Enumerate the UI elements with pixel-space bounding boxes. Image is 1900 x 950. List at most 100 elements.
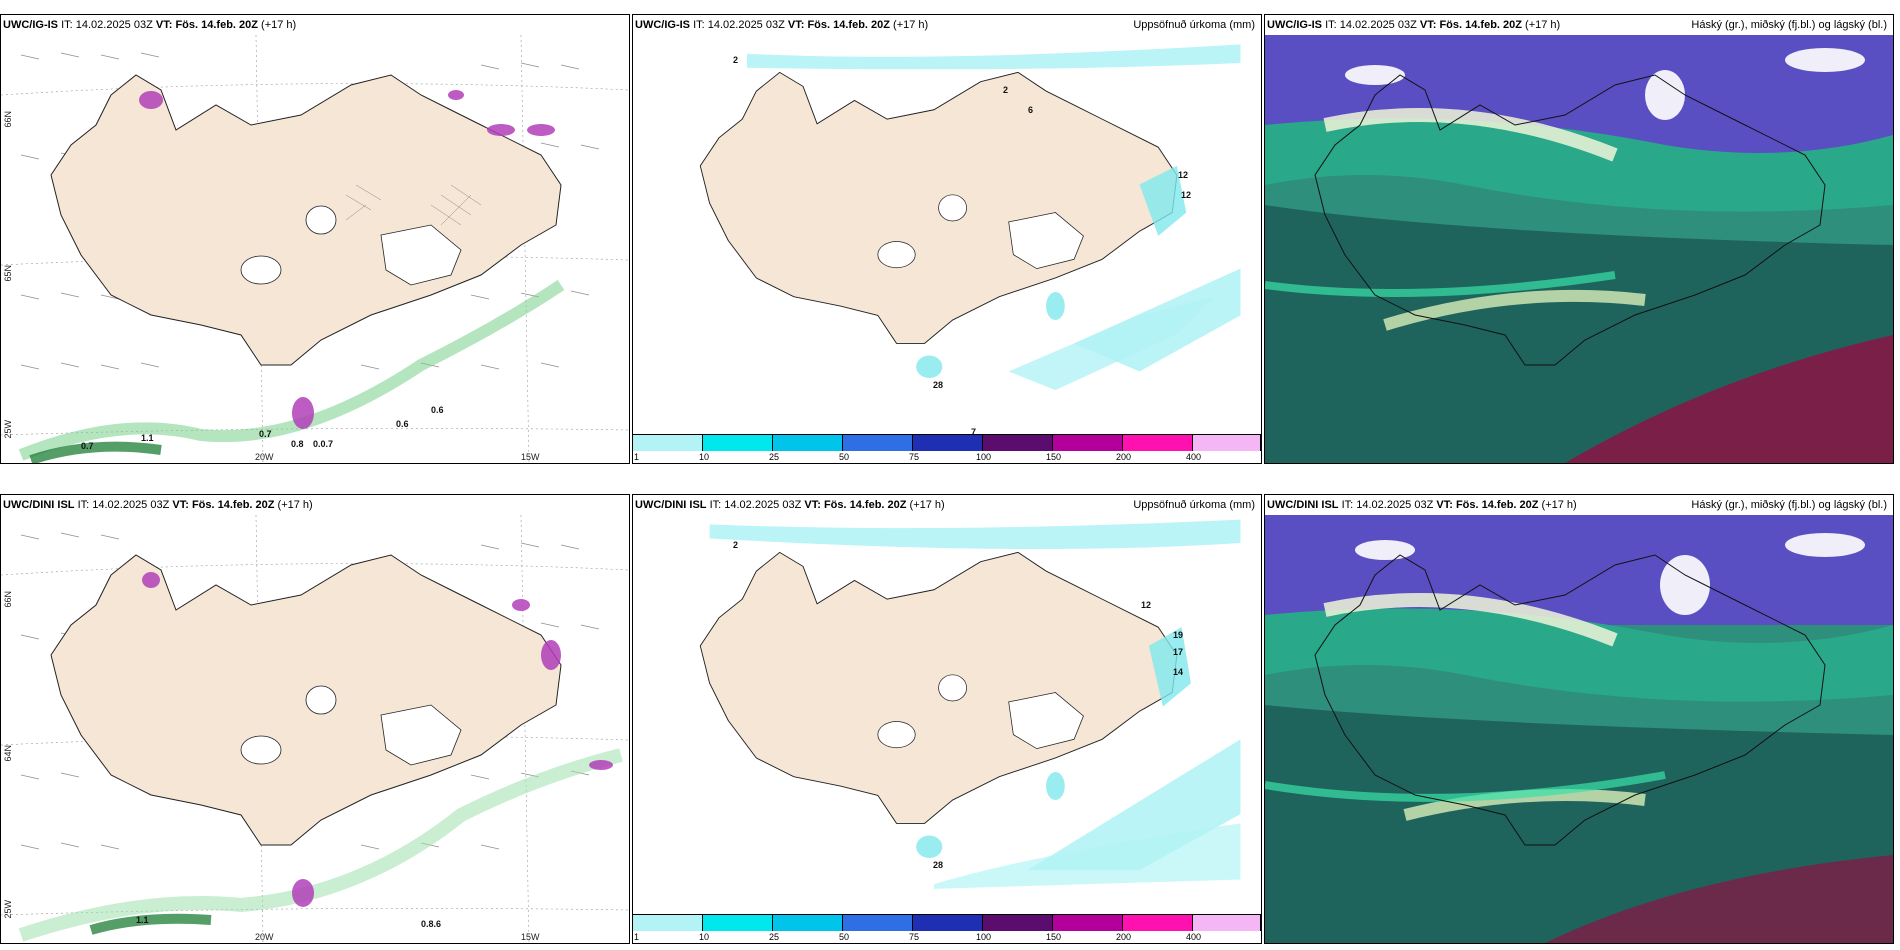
legend-tick: 75	[909, 452, 920, 462]
lon-label: 15W	[521, 932, 540, 942]
legend-swatch	[633, 915, 703, 931]
lead-time: (+17 h)	[261, 19, 297, 31]
init-time: 14.02.2025 03Z	[1356, 499, 1434, 511]
legend-swatch	[1193, 915, 1261, 931]
legend-tick: 200	[1116, 932, 1132, 942]
cloud-map	[1265, 515, 1893, 943]
lat-label: 25W	[3, 900, 13, 919]
wind-value: 0.6	[396, 419, 409, 429]
model-name: UWC/IG-IS	[3, 19, 58, 31]
legend-swatch	[1053, 435, 1123, 451]
legend-tick: 400	[1186, 452, 1202, 462]
precip-value: 7	[971, 427, 977, 437]
legend-tick: 150	[1046, 452, 1062, 462]
lat-label: 66N	[3, 591, 13, 608]
init-time: 14.02.2025 03Z	[75, 19, 153, 31]
legend-tick: 50	[839, 452, 850, 462]
model-name: UWC/DINI ISL	[635, 499, 707, 511]
wind-value: 0.8.6	[421, 919, 442, 929]
valid-time: VT: Fös. 14.feb. 20Z	[1436, 499, 1539, 511]
valid-time: VT: Fös. 14.feb. 20Z	[1419, 19, 1522, 31]
panel-header: UWC/DINI ISL IT: 14.02.2025 03Z VT: Fös.…	[633, 495, 1261, 515]
panel-header: UWC/DINI ISL IT: 14.02.2025 03Z VT: Fös.…	[1, 495, 629, 515]
panel-cloud-dini: UWC/DINI ISL IT: 14.02.2025 03Z VT: Fös.…	[1264, 494, 1894, 944]
precip-value: 28	[933, 860, 944, 870]
wind-map	[1, 35, 629, 463]
precip-value: 6	[1028, 105, 1034, 115]
panel-wind-igis: UWC/IG-IS IT: 14.02.2025 03Z VT: Fös. 14…	[0, 14, 630, 464]
cloud-map	[1265, 35, 1893, 463]
model-name: UWC/IG-IS	[1267, 19, 1322, 31]
legend-tick: 200	[1116, 452, 1132, 462]
legend-swatch	[1193, 435, 1261, 451]
precip-map	[653, 515, 1241, 889]
wind-map	[1, 515, 629, 943]
legend-swatch	[913, 915, 983, 931]
init-time: 14.02.2025 03Z	[1339, 19, 1417, 31]
lat-label: 66N	[3, 111, 13, 128]
legend-swatch	[773, 915, 843, 931]
legend-tick: 25	[769, 452, 780, 462]
legend-tick: 10	[699, 932, 710, 942]
precip-value: 17	[1173, 647, 1184, 657]
lat-label: 25W	[3, 420, 13, 439]
legend-swatch	[1053, 915, 1123, 931]
legend-tick: 50	[839, 932, 850, 942]
legend-swatch	[703, 915, 773, 931]
precip-legend: 1 10 25 50 75 100 150 200 400	[633, 434, 1261, 463]
precip-value: 28	[933, 380, 944, 390]
panel-header: UWC/DINI ISL IT: 14.02.2025 03Z VT: Fös.…	[1265, 495, 1893, 515]
legend-tick: 1	[634, 452, 640, 462]
legend-tick: 100	[976, 452, 992, 462]
precip-value: 14	[1173, 667, 1184, 677]
panel-wind-dini: UWC/DINI ISL IT: 14.02.2025 03Z VT: Fös.…	[0, 494, 630, 944]
panel-cloud-igis: UWC/IG-IS IT: 14.02.2025 03Z VT: Fös. 14…	[1264, 14, 1894, 464]
wind-value: 0.0.7	[313, 439, 334, 449]
precip-legend: 1 10 25 50 75 100 150 200 400	[633, 914, 1261, 943]
lon-label: 20W	[255, 452, 274, 462]
lat-label: 64N	[3, 745, 13, 762]
wind-value: 1.1	[136, 915, 149, 925]
legend-tick: 75	[909, 932, 920, 942]
lead-time: (+17 h)	[1525, 19, 1561, 31]
panel-precip-dini: UWC/DINI ISL IT: 14.02.2025 03Z VT: Fös.…	[632, 494, 1262, 944]
panel-precip-igis: UWC/IG-IS IT: 14.02.2025 03Z VT: Fös. 14…	[632, 14, 1262, 464]
precip-value: 2	[733, 55, 739, 65]
it-label: IT:	[1341, 499, 1354, 511]
lat-label: 65N	[3, 265, 13, 282]
field-title: Uppsöfnuð úrkoma (mm)	[1133, 19, 1255, 31]
it-label: IT:	[709, 499, 722, 511]
it-label: IT:	[61, 19, 73, 31]
panel-header: UWC/IG-IS IT: 14.02.2025 03Z VT: Fös. 14…	[633, 15, 1261, 35]
precip-value: 2	[733, 540, 739, 550]
wind-value: 0.8	[291, 439, 304, 449]
init-time: 14.02.2025 03Z	[707, 19, 785, 31]
valid-time: VT: Fös. 14.feb. 20Z	[172, 499, 275, 511]
legend-swatch	[983, 435, 1053, 451]
precip-value: 2	[1003, 85, 1009, 95]
lead-time: (+17 h)	[1541, 499, 1577, 511]
init-time: 14.02.2025 03Z	[92, 499, 170, 511]
model-name: UWC/DINI ISL	[1267, 499, 1339, 511]
model-name: UWC/DINI ISL	[3, 499, 75, 511]
legend-tick: 100	[976, 932, 992, 942]
precip-value: 12	[1178, 170, 1189, 180]
legend-swatch	[633, 435, 703, 451]
legend-swatch	[843, 915, 913, 931]
precip-value: 12	[1141, 600, 1152, 610]
lon-label: 15W	[521, 452, 540, 462]
legend-swatch	[773, 435, 843, 451]
it-label: IT:	[1325, 19, 1337, 31]
valid-time: VT: Fös. 14.feb. 20Z	[155, 19, 258, 31]
lead-time: (+17 h)	[909, 499, 945, 511]
it-label: IT:	[693, 19, 705, 31]
wind-value: 0.7	[259, 429, 272, 439]
field-title: Háský (gr.), miðský (fj.bl.) og lágský (…	[1691, 19, 1887, 31]
valid-time: VT: Fös. 14.feb. 20Z	[787, 19, 890, 31]
lead-time: (+17 h)	[277, 499, 313, 511]
wind-value: 1.1	[141, 433, 154, 443]
legend-swatch	[703, 435, 773, 451]
wind-value: 0.7	[81, 441, 94, 451]
legend-tick: 1	[634, 932, 640, 942]
field-title: Háský (gr.), miðský (fj.bl.) og lágský (…	[1691, 499, 1887, 511]
